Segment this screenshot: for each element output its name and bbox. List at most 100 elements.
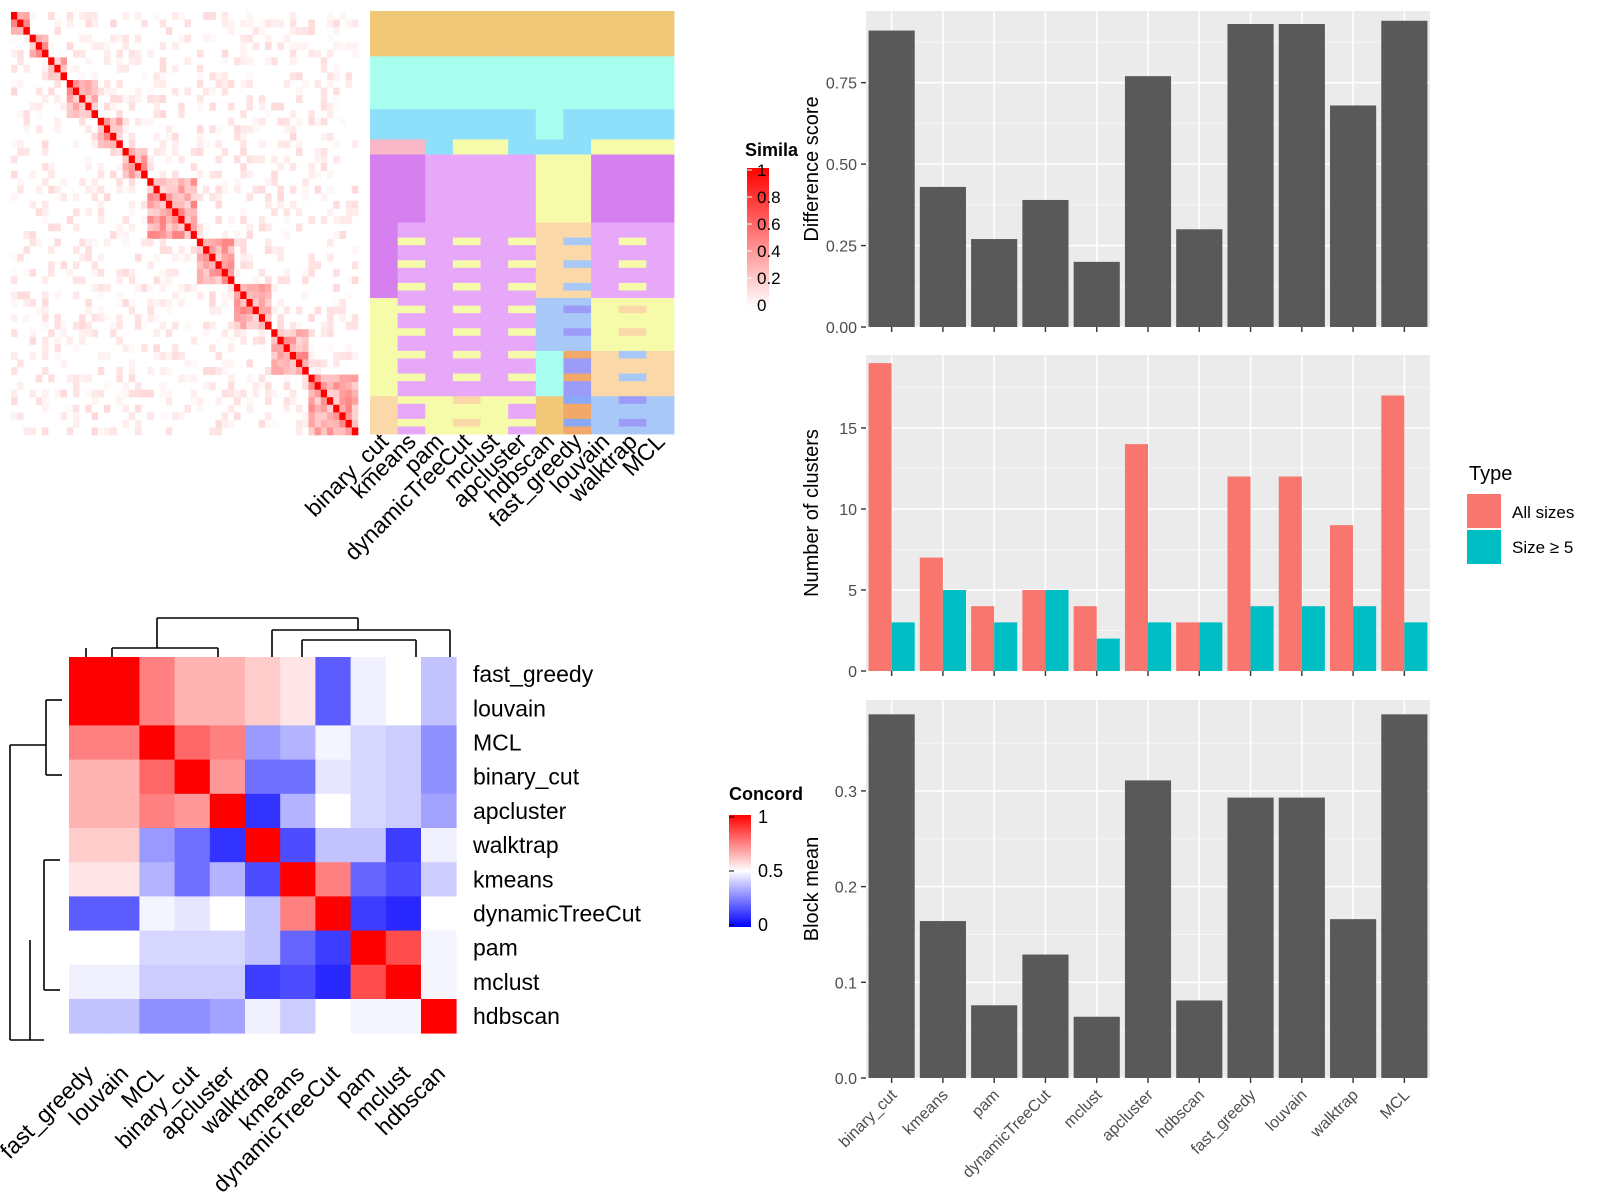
similarity-cell bbox=[103, 87, 111, 96]
similarity-cell bbox=[265, 42, 272, 51]
similarity-cell bbox=[314, 359, 322, 368]
similarity-cell bbox=[209, 321, 216, 330]
similarity-cell bbox=[240, 215, 247, 224]
similarity-cell bbox=[209, 246, 216, 255]
cluster-cell bbox=[508, 267, 537, 276]
similarity-cell bbox=[351, 397, 359, 406]
similarity-cell bbox=[41, 314, 49, 322]
concordance-cell bbox=[421, 759, 457, 795]
similarity-cell bbox=[339, 42, 346, 51]
cluster-cell bbox=[370, 41, 399, 50]
cluster-cell bbox=[397, 396, 426, 405]
cluster-cell bbox=[370, 298, 399, 306]
similarity-cell bbox=[178, 178, 185, 187]
similarity-cell bbox=[91, 110, 99, 119]
cluster-cell bbox=[508, 252, 537, 261]
similarity-cell bbox=[172, 351, 179, 360]
similarity-cell bbox=[165, 231, 173, 239]
cluster-cell bbox=[397, 350, 426, 359]
similarity-cell bbox=[190, 246, 198, 255]
cluster-cell bbox=[480, 146, 509, 155]
cluster-cell bbox=[646, 162, 675, 171]
similarity-cell bbox=[141, 215, 148, 224]
cluster-cell bbox=[397, 109, 426, 118]
cluster-cell bbox=[591, 275, 620, 284]
bar-walktrap-size5 bbox=[1353, 606, 1377, 671]
cluster-cell bbox=[508, 305, 537, 314]
similarity-cell bbox=[345, 19, 353, 28]
similarity-cell bbox=[296, 351, 303, 360]
cluster-cell bbox=[591, 109, 620, 118]
similarity-cell bbox=[60, 321, 68, 330]
similarity-cell bbox=[184, 200, 191, 209]
cluster-cell bbox=[591, 320, 620, 329]
similarity-cell bbox=[246, 359, 253, 368]
similarity-cell bbox=[159, 72, 167, 81]
concordance-cell bbox=[69, 930, 105, 966]
cluster-cell bbox=[646, 426, 675, 435]
similarity-cell bbox=[265, 200, 272, 209]
similarity-cell bbox=[153, 299, 161, 307]
concordance-cell bbox=[385, 862, 422, 897]
similarity-cell bbox=[79, 178, 86, 187]
similarity-cell bbox=[184, 185, 191, 194]
similarity-cell bbox=[289, 72, 297, 81]
y-tick-label: 0.75 bbox=[826, 76, 857, 93]
cluster-cell bbox=[370, 335, 399, 344]
concordance-cell bbox=[385, 691, 422, 726]
similarity-cell bbox=[320, 117, 328, 126]
cluster-cell bbox=[370, 350, 399, 359]
similarity-cell bbox=[252, 185, 260, 194]
bar-mclust-all-sizes bbox=[1073, 606, 1097, 671]
cluster-cell bbox=[535, 350, 564, 359]
cluster-cell bbox=[563, 230, 592, 238]
similarity-cell bbox=[240, 163, 247, 171]
cluster-cell bbox=[591, 116, 620, 125]
similarity-cell bbox=[227, 344, 235, 353]
cluster-cell bbox=[563, 335, 592, 344]
cluster-cell bbox=[535, 373, 564, 382]
similarity-cell bbox=[159, 147, 167, 156]
similarity-cell bbox=[209, 427, 216, 436]
similarity-cell bbox=[153, 95, 161, 103]
similarity-cell bbox=[265, 419, 272, 428]
similarity-cell bbox=[277, 276, 284, 285]
similarity-cell bbox=[345, 42, 353, 51]
similarity-cell bbox=[296, 147, 303, 156]
cluster-cell bbox=[535, 11, 564, 19]
similarity-cell bbox=[66, 102, 74, 111]
similarity-cell bbox=[29, 351, 37, 360]
similarity-cell bbox=[351, 351, 359, 360]
similarity-cell bbox=[258, 336, 266, 345]
cluster-cell bbox=[452, 26, 481, 35]
similarity-cell bbox=[60, 57, 68, 66]
similarity-cell bbox=[203, 185, 210, 194]
cluster-cell bbox=[425, 411, 454, 420]
similarity-cell bbox=[209, 125, 216, 134]
similarity-cell bbox=[97, 427, 105, 436]
similarity-cell bbox=[172, 215, 179, 224]
cluster-cell bbox=[535, 199, 564, 208]
similarity-cell bbox=[327, 344, 334, 353]
similarity-cell bbox=[159, 110, 167, 119]
similarity-cell bbox=[333, 64, 340, 73]
similarity-cell bbox=[91, 261, 99, 270]
similarity-cell bbox=[178, 102, 185, 111]
concordance-cell bbox=[104, 725, 140, 760]
cluster-cell bbox=[370, 358, 399, 367]
similarity-cell bbox=[165, 427, 173, 436]
similarity-cell bbox=[110, 102, 117, 111]
similarity-cell bbox=[333, 382, 340, 390]
cluster-cell bbox=[480, 86, 509, 95]
cluster-cell bbox=[397, 373, 426, 382]
similarity-cell bbox=[277, 193, 284, 202]
cluster-cell bbox=[618, 403, 647, 412]
similarity-cell bbox=[60, 178, 68, 187]
similarity-cell bbox=[271, 306, 278, 315]
cluster-cell bbox=[563, 101, 592, 110]
cluster-cell bbox=[370, 139, 399, 148]
similarity-cell bbox=[203, 261, 210, 270]
cluster-cell bbox=[563, 214, 592, 223]
cluster-cell bbox=[397, 403, 426, 412]
